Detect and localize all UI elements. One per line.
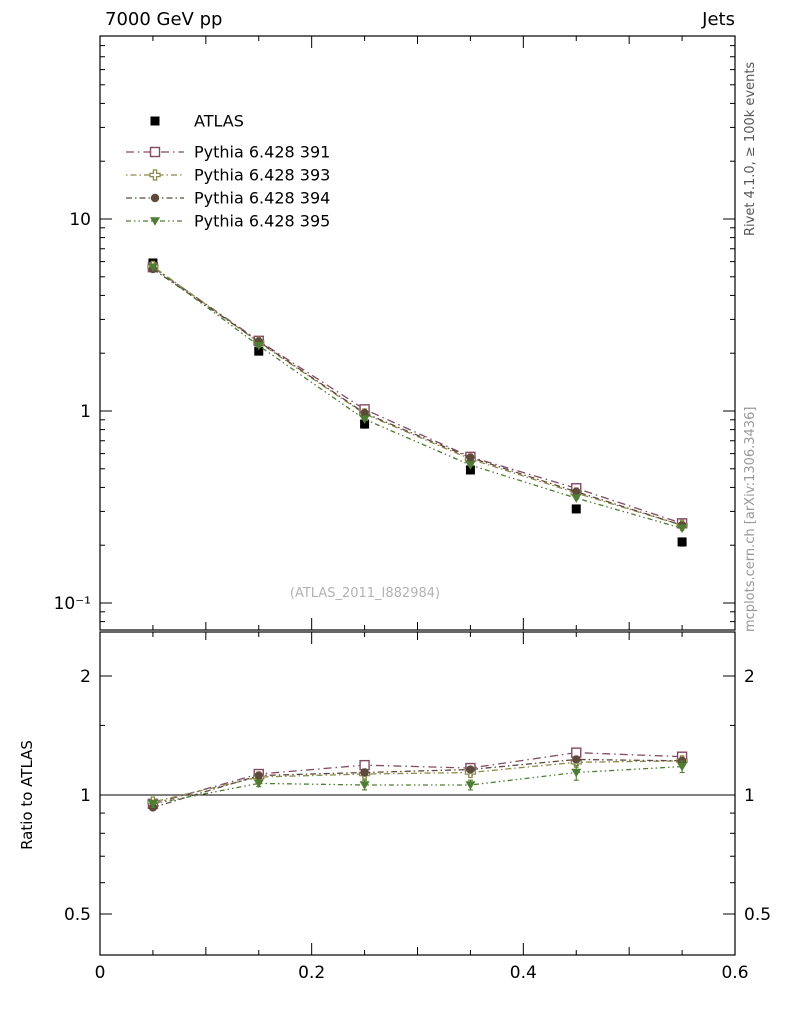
legend-item: Pythia 6.428 395 xyxy=(126,212,330,231)
data-marker xyxy=(465,461,476,470)
legend-label: ATLAS xyxy=(194,112,244,131)
data-marker xyxy=(254,346,264,356)
y-main-tick-label: 10 xyxy=(69,210,91,230)
analysis-id-watermark: (ATLAS_2011_I882984) xyxy=(290,586,440,601)
mcplots-arxiv-label: mcplots.cern.ch [arXiv:1306.3436] xyxy=(743,407,758,632)
legend-label: Pythia 6.428 394 xyxy=(194,189,330,208)
y-main-tick-label: 10⁻¹ xyxy=(54,594,91,614)
data-marker xyxy=(147,263,158,272)
x-tick-label: 0 xyxy=(95,963,106,983)
legend-item: ATLAS xyxy=(150,112,244,131)
data-marker xyxy=(149,146,161,158)
data-marker xyxy=(677,524,688,534)
series-line-ratio xyxy=(152,760,683,803)
data-marker xyxy=(360,408,369,418)
series-pythia-6.428-394 xyxy=(148,264,687,812)
series-line-ratio xyxy=(152,758,683,809)
legend-label: Pythia 6.428 395 xyxy=(194,212,330,231)
axes-group: 0 0.2 0.4 0.6 10 1 10⁻¹ 2 2 1 1 0.5 0.5 xyxy=(54,35,771,983)
ratio-panel-frame xyxy=(99,631,736,956)
legend-item: Pythia 6.428 393 xyxy=(126,166,330,185)
data-marker xyxy=(677,762,688,772)
data-marker xyxy=(359,415,370,425)
data-marker xyxy=(360,768,369,777)
series-group xyxy=(147,258,688,812)
series-pythia-6.428-391 xyxy=(147,261,688,810)
plot-title-right: Jets xyxy=(701,9,735,30)
chart-canvas: 0 0.2 0.4 0.6 10 1 10⁻¹ 2 2 1 1 0.5 0.5 ATLAS Pythia 6… xyxy=(54,35,771,983)
series-line-main xyxy=(152,268,683,526)
data-marker xyxy=(466,765,475,774)
data-marker xyxy=(465,781,476,790)
x-tick-label: 0.6 xyxy=(721,963,748,983)
data-marker xyxy=(572,487,581,496)
legend-label: Pythia 6.428 393 xyxy=(194,166,330,185)
legend-item: Pythia 6.428 394 xyxy=(126,189,330,208)
data-marker xyxy=(571,494,582,503)
data-marker xyxy=(150,217,160,226)
series-line-main xyxy=(152,266,683,529)
data-marker xyxy=(360,419,370,429)
x-tick-label: 0.4 xyxy=(510,963,537,983)
rivet-version-label: Rivet 4.1.0, ≥ 100k events xyxy=(743,62,758,236)
series-line-ratio xyxy=(152,765,683,805)
data-marker xyxy=(359,781,370,790)
x-tick-label: 0.2 xyxy=(298,963,325,983)
legend: ATLAS Pythia 6.428 391 Pythia 6.428 393 Pyt… xyxy=(126,112,330,231)
data-marker xyxy=(150,193,160,203)
data-marker xyxy=(466,453,475,462)
series-line-main xyxy=(152,266,683,524)
ratio-axis-title: Ratio to ATLAS xyxy=(18,740,36,850)
data-marker xyxy=(359,759,370,771)
series-pythia-6.428-393 xyxy=(147,260,688,808)
y-main-tick-label: 1 xyxy=(80,402,91,422)
data-marker xyxy=(147,800,158,809)
legend-item: Pythia 6.428 391 xyxy=(126,143,330,162)
series-pythia-6.428-395 xyxy=(147,263,688,809)
series-line-main xyxy=(152,265,683,526)
data-marker xyxy=(465,465,475,475)
data-marker xyxy=(149,169,161,181)
data-marker xyxy=(572,755,581,764)
series-line-ratio xyxy=(152,751,683,805)
data-marker xyxy=(254,771,263,780)
ratio-tick-label-left: 0.5 xyxy=(64,905,91,925)
data-marker xyxy=(253,779,264,789)
plot-title-left: 7000 GeV pp xyxy=(105,9,222,30)
series-atlas xyxy=(148,258,687,547)
ratio-tick-label-left: 1 xyxy=(80,786,91,806)
data-marker xyxy=(253,341,264,351)
data-marker xyxy=(571,768,582,778)
data-marker xyxy=(571,504,581,514)
data-marker xyxy=(150,116,160,126)
ratio-tick-label-right: 1 xyxy=(744,786,755,806)
ratio-tick-label-right: 2 xyxy=(744,667,755,687)
ratio-tick-label-right: 0.5 xyxy=(744,905,771,925)
data-marker xyxy=(677,537,687,547)
ratio-tick-label-left: 2 xyxy=(80,667,91,687)
legend-label: Pythia 6.428 391 xyxy=(194,143,330,162)
